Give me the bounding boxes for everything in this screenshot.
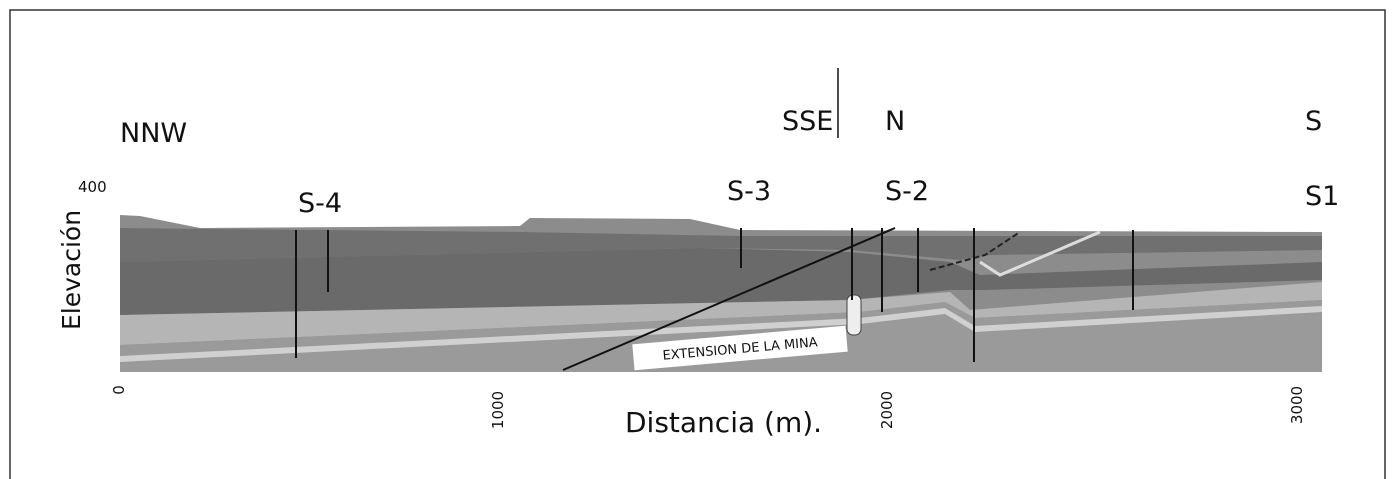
x-tick-label: 0: [110, 385, 128, 395]
borehole-label: S-3: [727, 176, 771, 207]
direction-label: N: [885, 106, 905, 137]
figure: NNW SSE N S S-4 S-3 S-2 S1 400 Elevación…: [0, 0, 1395, 479]
direction-label: NNW: [120, 118, 187, 149]
y-tick-label: 400: [78, 178, 107, 196]
borehole-label: S1: [1305, 181, 1339, 212]
x-tick-label: 1000: [489, 391, 507, 429]
direction-label: S: [1305, 106, 1322, 137]
x-tick-label: 3000: [1288, 386, 1306, 424]
x-axis-label: Distancia (m).: [625, 406, 822, 439]
borehole-label: S-2: [885, 176, 929, 207]
x-tick-label: 2000: [878, 391, 896, 429]
y-axis-label: Elevación: [57, 210, 86, 330]
direction-label: SSE: [782, 106, 833, 137]
borehole-label: S-4: [298, 188, 342, 219]
